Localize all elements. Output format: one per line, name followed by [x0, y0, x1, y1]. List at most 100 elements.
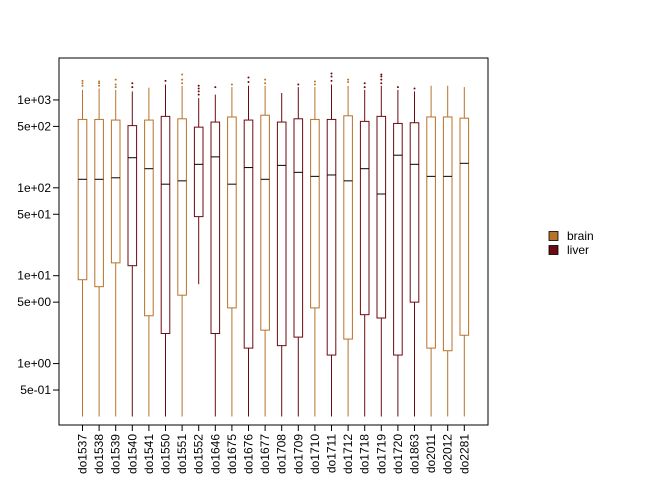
outlier-point — [131, 86, 134, 89]
x-tick-label: do1711 — [325, 434, 339, 473]
outlier-point — [214, 86, 217, 89]
box-do1676 — [243, 76, 254, 417]
box-do1537 — [77, 79, 88, 417]
y-tick-label: 5e-01 — [20, 383, 51, 397]
box-iqr — [127, 125, 138, 267]
x-tick-label: do1551 — [175, 434, 189, 474]
x-tick-label: do1708 — [275, 434, 289, 474]
box-series — [77, 72, 470, 417]
legend-swatch-brain — [548, 231, 559, 241]
outlier-point — [347, 78, 350, 81]
outlier-point — [347, 80, 350, 83]
box-iqr — [260, 114, 270, 331]
outlier-point — [330, 79, 333, 82]
legend-swatch-liver — [548, 245, 559, 255]
x-tick-label: do2281 — [457, 434, 471, 474]
outlier-point — [247, 80, 250, 83]
outlier-point — [98, 82, 101, 85]
box-iqr — [276, 121, 287, 347]
box-iqr — [177, 118, 187, 296]
box-do1550 — [160, 79, 171, 417]
outlier-point — [181, 78, 184, 81]
y-axis: 1e+03 5e+02 1e+02 5e+01 1e+01 5e+00 1e+00 5e-01 — [17, 93, 60, 397]
box-iqr — [393, 122, 403, 356]
x-tick-label: do1709 — [291, 434, 305, 474]
x-axis: do1537 do1538 do1539 do1540 do1541 do1550 do15… — [76, 424, 471, 474]
x-tick-label: do1676 — [242, 434, 256, 474]
x-tick-label: do1718 — [358, 434, 372, 474]
box-do1718 — [359, 82, 370, 417]
box-iqr — [94, 118, 104, 288]
outlier-point — [230, 83, 233, 86]
box-do1539 — [110, 78, 121, 417]
x-tick-label: do1646 — [208, 434, 222, 474]
outlier-point — [81, 79, 84, 82]
box-do1538 — [94, 80, 104, 417]
outlier-point — [197, 87, 200, 90]
y-tick-label: 1e+00 — [17, 357, 51, 371]
y-tick-label: 1e+01 — [17, 269, 51, 283]
outlier-point — [164, 79, 167, 82]
box-iqr — [227, 116, 237, 309]
x-tick-label: do1675 — [225, 434, 239, 474]
box-do2012 — [442, 85, 453, 417]
outlier-point — [197, 84, 200, 87]
box-do1540 — [127, 82, 138, 417]
outlier-point — [313, 83, 316, 86]
box-do1646 — [210, 86, 221, 417]
box-iqr — [409, 122, 420, 303]
box-do1677 — [260, 78, 270, 417]
x-tick-label: do1712 — [341, 434, 355, 474]
x-tick-label: do1539 — [109, 434, 123, 474]
box-do1863 — [409, 87, 420, 417]
x-tick-label: do1863 — [408, 434, 422, 474]
outlier-point — [181, 73, 184, 76]
box-iqr — [442, 116, 453, 352]
box-iqr — [326, 118, 337, 356]
x-tick-label: do2011 — [424, 434, 438, 473]
y-tick-label: 5e+00 — [17, 295, 51, 309]
box-iqr — [193, 126, 204, 218]
outlier-point — [363, 86, 366, 89]
box-do1711 — [326, 72, 337, 417]
outlier-point — [81, 84, 84, 87]
outlier-point — [197, 90, 200, 93]
box-do1720 — [393, 86, 403, 417]
box-do2011 — [426, 85, 436, 417]
outlier-point — [380, 82, 383, 85]
y-tick-label: 1e+02 — [17, 181, 51, 195]
outlier-point — [363, 82, 366, 85]
outlier-point — [297, 83, 300, 86]
box-do1541 — [144, 87, 154, 417]
outlier-point — [131, 82, 134, 85]
y-tick-label: 5e+01 — [17, 207, 51, 221]
outlier-point — [81, 82, 84, 85]
outlier-point — [330, 72, 333, 75]
outlier-point — [264, 78, 267, 81]
legend-label-brain: brain — [567, 229, 594, 243]
box-do1552 — [193, 84, 204, 285]
box-iqr — [243, 119, 254, 349]
box-iqr — [426, 116, 436, 349]
x-tick-label: do1710 — [308, 434, 322, 474]
box-iqr — [210, 121, 221, 334]
box-iqr — [376, 115, 387, 319]
outlier-point — [98, 84, 101, 87]
outlier-point — [380, 73, 383, 76]
x-tick-label: do1540 — [125, 434, 139, 474]
y-tick-label: 1e+03 — [17, 93, 51, 107]
box-do1709 — [293, 83, 304, 417]
legend-label-liver: liver — [567, 243, 589, 257]
outlier-point — [114, 83, 117, 86]
box-iqr — [110, 119, 121, 264]
x-tick-label: do1677 — [258, 434, 272, 474]
x-tick-label: do1720 — [391, 434, 405, 474]
box-do1708 — [276, 92, 287, 417]
x-tick-label: do1541 — [142, 434, 156, 474]
box-do1719 — [376, 73, 387, 417]
x-tick-label: do1719 — [374, 434, 388, 474]
outlier-point — [98, 80, 101, 83]
outlier-point — [380, 75, 383, 78]
